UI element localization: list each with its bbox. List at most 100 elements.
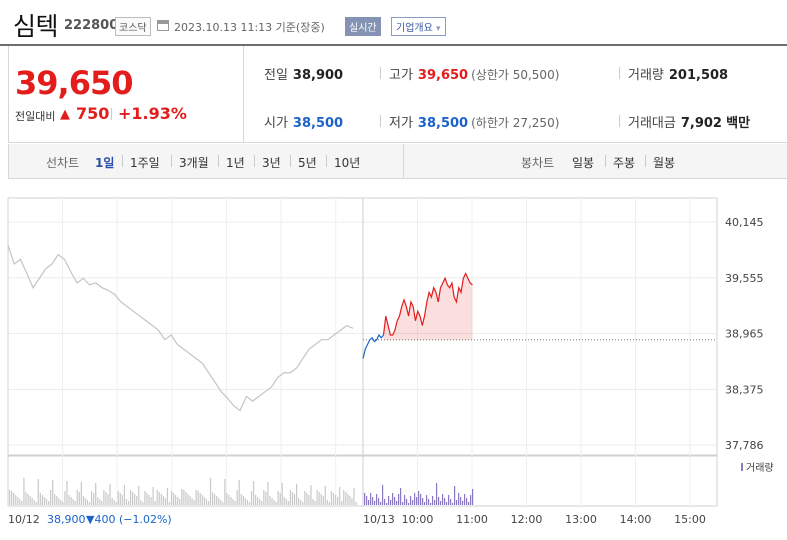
tab-1year[interactable]: 1년 bbox=[226, 156, 245, 170]
prev-volume-bar bbox=[310, 485, 312, 505]
prev-volume-bar bbox=[80, 482, 82, 505]
volume-cell: 거래량 201,508 bbox=[628, 64, 728, 83]
prev-volume-bar bbox=[300, 500, 302, 505]
prev-volume-bar bbox=[134, 494, 136, 505]
tab-daily-candle[interactable]: 일봉 bbox=[572, 156, 595, 170]
prev-volume-bar bbox=[74, 501, 76, 505]
today-volume-bar bbox=[388, 496, 390, 505]
today-volume-bar bbox=[382, 485, 384, 505]
amount-cell: 거래대금 7,902 백만 bbox=[628, 112, 750, 131]
prev-volume-bar bbox=[170, 491, 173, 505]
company-overview-dropdown[interactable]: 기업개요 ▾ bbox=[391, 17, 446, 36]
today-volume-bar bbox=[458, 493, 460, 505]
prev-volume-bar bbox=[248, 502, 251, 505]
prev-volume-bar bbox=[345, 492, 347, 505]
prev-volume-bar bbox=[132, 492, 134, 505]
prev-volume-bar bbox=[68, 495, 70, 505]
prev-volume-bar bbox=[187, 494, 189, 505]
today-volume-bar bbox=[426, 495, 428, 505]
today-volume-bar bbox=[394, 497, 396, 505]
today-volume-bar bbox=[414, 493, 416, 505]
tab-monthly-candle[interactable]: 월봉 bbox=[653, 156, 676, 170]
today-volume-bar bbox=[430, 503, 432, 505]
prev-volume-bar bbox=[146, 493, 148, 505]
prev-volume-bar bbox=[332, 493, 335, 505]
prev-volume-bar bbox=[107, 494, 109, 505]
cell-divider bbox=[619, 67, 620, 79]
open-cell: 시가 38,500 bbox=[264, 112, 343, 131]
x-tick-label: 11:00 bbox=[456, 513, 488, 526]
prev-volume-bar bbox=[214, 494, 216, 505]
prev-volume-bar bbox=[150, 497, 152, 505]
realtime-button[interactable]: 실시간 bbox=[345, 17, 381, 36]
prev-volume-bar bbox=[105, 492, 107, 505]
company-overview-label: 기업개요 bbox=[396, 23, 433, 34]
today-volume-bar bbox=[410, 496, 412, 505]
timestamp: 2023.10.13 11:13 기준(장중) bbox=[174, 21, 325, 34]
today-volume-bar bbox=[466, 498, 468, 505]
prev-volume-bar bbox=[58, 498, 60, 505]
today-volume-bar bbox=[408, 503, 410, 505]
today-down-series bbox=[362, 333, 384, 359]
prev-volume-bar bbox=[97, 497, 99, 505]
prev-volume-bar bbox=[91, 491, 93, 505]
prev-volume-bar bbox=[328, 502, 330, 505]
open-label: 시가 bbox=[264, 116, 288, 131]
prev-volume-bar bbox=[50, 490, 52, 505]
today-volume-bar bbox=[456, 500, 458, 505]
today-volume-bar bbox=[364, 493, 366, 505]
prev-volume-bar bbox=[60, 500, 62, 505]
candle-chart-label: 봉차트 bbox=[521, 156, 555, 170]
today-volume-bar bbox=[412, 500, 414, 505]
volume-legend-swatch bbox=[741, 463, 743, 471]
tab-3month[interactable]: 3개월 bbox=[179, 156, 209, 170]
tab-divider bbox=[645, 155, 646, 167]
prev-volume-bar bbox=[37, 479, 39, 505]
prev-volume-bar bbox=[351, 498, 353, 505]
prev-volume-bar bbox=[273, 500, 275, 505]
prev-volume-bar bbox=[236, 490, 238, 505]
prev-volume-bar bbox=[152, 487, 154, 505]
prev-volume-bar bbox=[234, 501, 236, 505]
tab-weekly-candle[interactable]: 주봉 bbox=[613, 156, 636, 170]
prev-volume-bar bbox=[207, 501, 210, 505]
price-summary: 39,650 전일대비 ▲ 750 +1.93% 전일 38,900 고가 39,6… bbox=[8, 46, 787, 143]
today-volume-bar bbox=[470, 495, 472, 505]
prev-volume-bar bbox=[302, 502, 304, 505]
today-volume-bar bbox=[368, 500, 370, 505]
tab-5year[interactable]: 5년 bbox=[298, 156, 317, 170]
today-volume-bar bbox=[432, 496, 434, 505]
prev-volume-bar bbox=[271, 498, 273, 505]
prev-volume-bar bbox=[330, 491, 333, 505]
tab-1week[interactable]: 1주일 bbox=[130, 156, 160, 170]
current-price: 39,650 bbox=[15, 64, 133, 102]
tab-1day[interactable]: 1일 bbox=[95, 156, 115, 170]
today-volume-bar bbox=[398, 494, 400, 505]
tab-10year[interactable]: 10년 bbox=[334, 156, 361, 170]
today-volume-bar bbox=[418, 491, 420, 505]
prev-volume-bar bbox=[82, 496, 84, 505]
y-tick-label: 38,375 bbox=[725, 383, 764, 396]
prev-volume-bar bbox=[189, 496, 191, 505]
prev-volume-bar bbox=[76, 490, 78, 505]
tab-3year[interactable]: 3년 bbox=[262, 156, 281, 170]
prev-volume-bar bbox=[230, 497, 232, 505]
today-volume-bar bbox=[428, 499, 430, 505]
prev-volume-bar bbox=[337, 497, 339, 505]
prev-volume-bar bbox=[339, 487, 341, 505]
prev-volume-bar bbox=[56, 496, 58, 505]
prev-volume-bar bbox=[306, 493, 308, 505]
prev-volume-bar bbox=[166, 488, 169, 505]
prev-volume-bar bbox=[101, 501, 103, 505]
today-volume-bar bbox=[450, 499, 452, 505]
prev-volume-bar bbox=[283, 497, 285, 505]
change-label: 전일대비 bbox=[15, 110, 56, 123]
prev-volume-bar bbox=[17, 497, 19, 505]
prev-volume-bar bbox=[293, 494, 296, 505]
high-value: 39,650 bbox=[417, 68, 469, 83]
stock-header: 심텍 222800 코스닥 2023.10.13 11:13 기준(장중) 실시… bbox=[0, 0, 787, 48]
prev-close-label: 전일 bbox=[264, 68, 288, 83]
cell-divider bbox=[380, 115, 381, 127]
today-volume-bar bbox=[378, 498, 380, 505]
prev-volume-bar bbox=[281, 483, 283, 505]
